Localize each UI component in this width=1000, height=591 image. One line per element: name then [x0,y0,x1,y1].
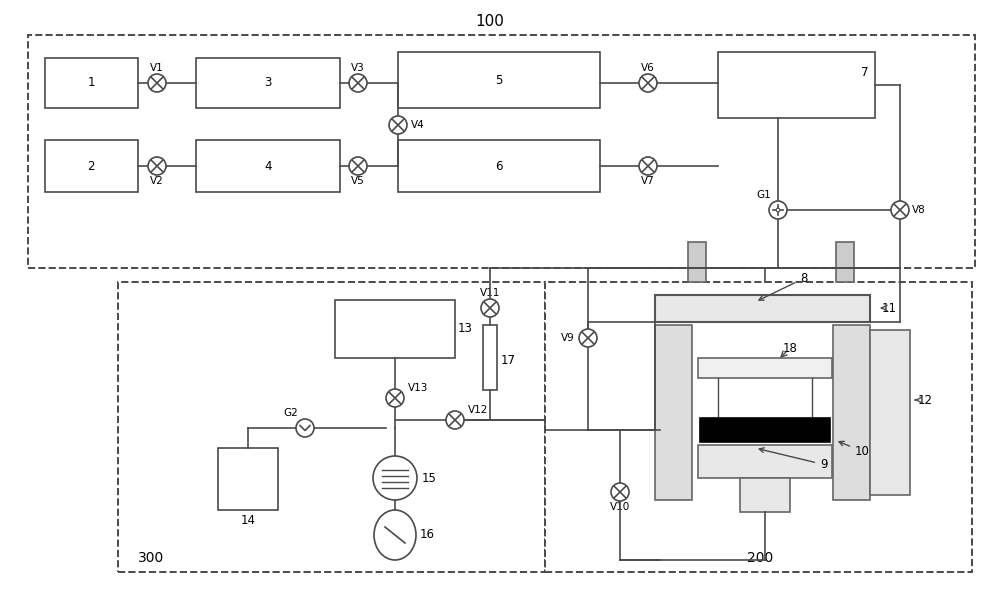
FancyBboxPatch shape [836,242,854,282]
Text: 16: 16 [420,528,435,541]
Text: 10: 10 [839,441,870,458]
FancyBboxPatch shape [45,140,138,192]
Text: V10: V10 [610,502,630,512]
FancyBboxPatch shape [718,52,875,118]
Text: G1: G1 [757,190,771,200]
Text: 3: 3 [264,76,272,89]
Text: V9: V9 [561,333,575,343]
Circle shape [446,411,464,429]
FancyBboxPatch shape [545,282,972,572]
Circle shape [389,116,407,134]
Text: 13: 13 [458,323,473,336]
Text: 7: 7 [860,66,868,79]
Text: 2: 2 [87,160,95,173]
Text: V13: V13 [408,383,428,393]
FancyBboxPatch shape [196,140,340,192]
Circle shape [891,201,909,219]
FancyBboxPatch shape [45,58,138,108]
FancyBboxPatch shape [196,58,340,108]
Text: 15: 15 [422,472,437,485]
FancyBboxPatch shape [335,300,455,358]
Circle shape [296,419,314,437]
Text: 100: 100 [476,15,504,30]
FancyBboxPatch shape [28,35,975,268]
Text: 200: 200 [747,551,773,565]
Text: 5: 5 [495,73,503,86]
Circle shape [639,74,657,92]
Circle shape [481,299,499,317]
Text: V8: V8 [912,205,926,215]
Text: V12: V12 [468,405,488,415]
Text: G2: G2 [284,408,298,418]
Circle shape [639,157,657,175]
FancyBboxPatch shape [218,448,278,510]
FancyBboxPatch shape [655,325,692,500]
Circle shape [386,389,404,407]
Text: 12: 12 [918,394,933,407]
Text: 300: 300 [138,551,164,565]
Text: V6: V6 [641,63,655,73]
Text: V11: V11 [480,288,500,298]
Circle shape [349,74,367,92]
Text: 4: 4 [264,160,272,173]
FancyBboxPatch shape [698,445,832,478]
Text: 9: 9 [759,448,828,471]
Circle shape [769,201,787,219]
FancyBboxPatch shape [398,52,600,108]
Text: 6: 6 [495,160,503,173]
Circle shape [349,157,367,175]
FancyBboxPatch shape [870,330,910,495]
Text: 11: 11 [882,301,897,314]
Circle shape [611,483,629,501]
Circle shape [148,74,166,92]
FancyBboxPatch shape [655,295,870,322]
FancyBboxPatch shape [118,282,545,572]
Text: 17: 17 [501,353,516,366]
Text: 8: 8 [759,272,807,300]
FancyBboxPatch shape [688,242,706,282]
Text: V7: V7 [641,176,655,186]
FancyBboxPatch shape [833,325,870,500]
Text: V2: V2 [150,176,164,186]
FancyBboxPatch shape [740,478,790,512]
Ellipse shape [374,510,416,560]
FancyBboxPatch shape [700,418,830,442]
Circle shape [373,456,417,500]
Text: 18: 18 [783,342,797,355]
Circle shape [776,208,780,212]
Text: 1: 1 [87,76,95,89]
Circle shape [579,329,597,347]
Text: V1: V1 [150,63,164,73]
Circle shape [148,157,166,175]
Text: V3: V3 [351,63,365,73]
Text: V5: V5 [351,176,365,186]
FancyBboxPatch shape [398,140,600,192]
FancyBboxPatch shape [483,325,497,390]
Text: V4: V4 [411,120,425,130]
FancyBboxPatch shape [698,358,832,378]
Text: 14: 14 [240,514,256,527]
